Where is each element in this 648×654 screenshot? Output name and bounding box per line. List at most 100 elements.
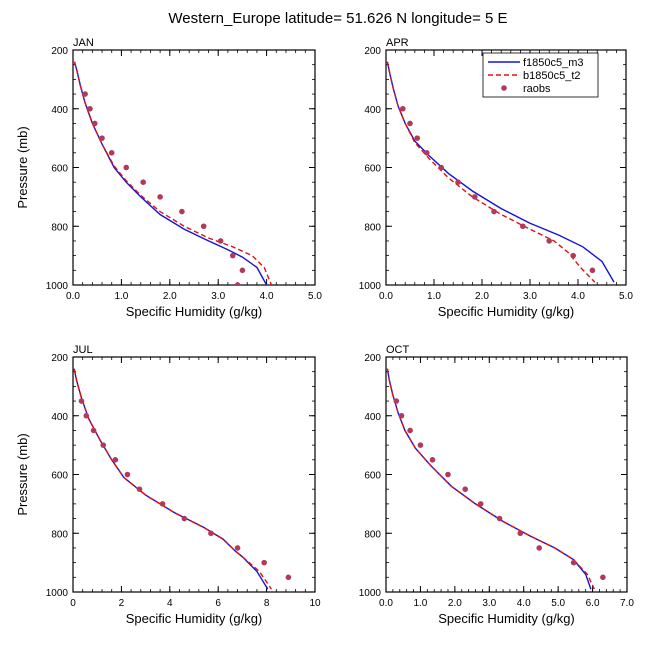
- series-raobs-point: [261, 559, 267, 566]
- panel-oct: 0.0 1.0 2.0 3.0 4.0 5.0 6.0 7.0 200 400 600 800 1000…: [359, 344, 635, 626]
- x-tick-label: 6.0: [586, 598, 600, 609]
- series-raobs-point: [546, 238, 552, 244]
- series-raobs-point: [234, 545, 241, 551]
- series-raobs-point: [417, 442, 424, 448]
- x-tick-label: 2.0: [475, 291, 489, 302]
- series-raobs-point: [200, 223, 207, 230]
- panel-title: JAN: [73, 37, 94, 49]
- x-tick-label: 0: [70, 598, 76, 609]
- x-tick-label: 0.0: [379, 291, 393, 302]
- series-raobs-point: [414, 135, 421, 141]
- series-raobs-point: [136, 486, 143, 492]
- series-raobs-point: [108, 150, 115, 156]
- series-raobs-point: [239, 267, 246, 274]
- y-tick-label: 200: [364, 353, 381, 364]
- panel-title: JUL: [73, 344, 93, 356]
- y-tick-label: 800: [51, 222, 68, 233]
- legend-label: b1850c5_t2: [523, 70, 581, 82]
- y-axis-label: Pressure (mb): [15, 126, 30, 208]
- series-raobs-point: [179, 208, 185, 215]
- x-tick-label: 6: [215, 598, 221, 609]
- series-raobs-point: [570, 559, 577, 566]
- series-raobs-point: [100, 442, 107, 448]
- x-tick-label: 7.0: [620, 598, 634, 609]
- series-group: [73, 61, 273, 285]
- series-raobs-point: [140, 179, 146, 185]
- series-raobs-point: [99, 135, 105, 141]
- y-tick-label: 600: [51, 471, 68, 482]
- series-raobs-point: [181, 515, 188, 522]
- x-tick-label: 3.0: [523, 291, 537, 302]
- legend-item: f1850c5_m3: [488, 57, 584, 69]
- panel-title: OCT: [386, 344, 410, 356]
- series-raobs-point: [407, 427, 413, 434]
- series-raobs-point: [570, 252, 576, 259]
- x-tick-label: 5.0: [551, 598, 565, 609]
- series-raobs-point: [217, 238, 224, 244]
- series-group: [386, 368, 606, 590]
- y-tick-label: 400: [51, 105, 68, 116]
- y-tick-label: 800: [364, 529, 381, 540]
- y-tick-label: 800: [51, 529, 68, 540]
- x-axis-label: Specific Humidity (g/kg): [438, 611, 575, 626]
- x-tick-label: 8: [264, 598, 270, 609]
- series-raobs-point: [123, 164, 130, 171]
- series-raobs-point: [398, 412, 405, 419]
- x-tick-label: 4.0: [517, 598, 531, 609]
- series-raobs-point: [600, 574, 606, 581]
- series-b1850c5-t2-line: [386, 61, 596, 283]
- plot-frame: [72, 356, 316, 593]
- x-tick-label: 1.0: [427, 291, 441, 302]
- x-tick-label: 3.0: [482, 598, 496, 609]
- x-axis-label: Specific Humidity (g/kg): [126, 304, 263, 319]
- x-axis-label: Specific Humidity (g/kg): [438, 304, 575, 319]
- legend-marker: [501, 85, 507, 91]
- y-tick-label: 600: [364, 164, 381, 175]
- series-raobs-point: [438, 164, 445, 171]
- y-tick-label: 400: [51, 412, 68, 423]
- series-raobs-point: [234, 282, 241, 285]
- series-f1850c5-m3-line: [73, 368, 269, 590]
- x-tick-label: 3.0: [211, 291, 225, 302]
- figure-title: Western_Europe latitude= 51.626 N longit…: [168, 10, 507, 27]
- series-raobs-point: [472, 194, 478, 200]
- series-raobs-point: [400, 105, 406, 112]
- y-tick-label: 1000: [46, 588, 69, 599]
- series-raobs-point: [157, 194, 163, 200]
- series-raobs-point: [285, 574, 292, 581]
- series-raobs-point: [90, 427, 97, 434]
- x-tick-label: 1.0: [413, 598, 427, 609]
- x-tick-label: 4.0: [571, 291, 585, 302]
- legend-label: raobs: [523, 83, 551, 95]
- series-raobs-point: [536, 545, 543, 551]
- y-tick-label: 1000: [46, 281, 69, 292]
- series-raobs-point: [159, 501, 166, 507]
- panel-jul: 0 2 4 6 8 10 200 400 600 800 1000 JUL Specific Humid…: [15, 344, 321, 626]
- series-b1850c5-t2-line: [73, 368, 272, 590]
- series-b1850c5-t2-line: [386, 368, 595, 590]
- series-raobs-point: [445, 471, 451, 478]
- series-raobs-point: [491, 208, 497, 215]
- series-raobs-point: [589, 267, 596, 274]
- series-raobs-point: [229, 252, 236, 259]
- y-tick-label: 200: [51, 46, 68, 57]
- panel-apr: 0.0 1.0 2.0 3.0 4.0 5.0 200 400 600 800 1000 APR Spe…: [359, 37, 634, 319]
- series-f1850c5-m3-line: [73, 61, 268, 285]
- x-tick-label: 10: [309, 598, 321, 609]
- series-raobs-point: [208, 530, 214, 537]
- series-f1850c5-m3-line: [386, 368, 592, 590]
- series-raobs-point: [455, 179, 461, 185]
- x-tick-label: 0.0: [379, 598, 393, 609]
- series-group: [73, 368, 292, 590]
- series-raobs-point: [393, 398, 400, 404]
- series-raobs-point: [83, 412, 90, 419]
- x-tick-label: 5.0: [308, 291, 322, 302]
- series-raobs-point: [424, 150, 430, 156]
- y-tick-label: 200: [51, 353, 68, 364]
- x-tick-label: 4.0: [260, 291, 274, 302]
- y-tick-label: 800: [364, 222, 381, 233]
- series-raobs-point: [82, 91, 88, 97]
